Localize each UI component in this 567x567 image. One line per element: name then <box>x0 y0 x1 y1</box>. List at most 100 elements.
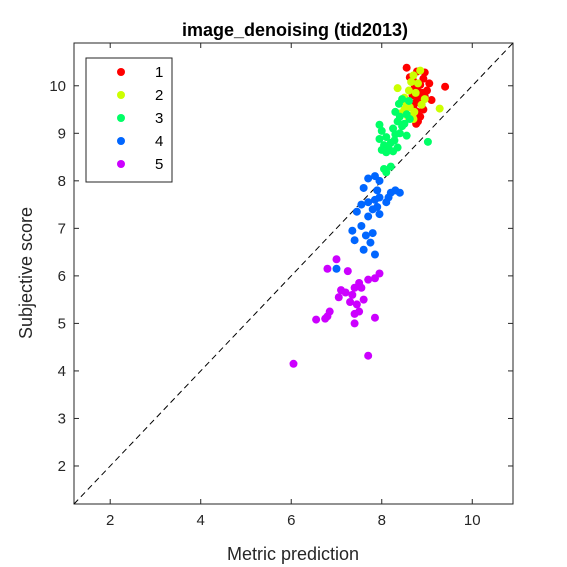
point-series-4 <box>357 221 366 230</box>
point-series-5 <box>364 351 373 360</box>
x-tick-label: 2 <box>106 512 114 529</box>
point-series-4 <box>352 207 361 216</box>
point-series-4 <box>375 210 384 219</box>
point-series-2 <box>411 88 420 97</box>
point-series-5 <box>346 298 355 307</box>
point-series-3 <box>389 147 398 156</box>
point-series-2 <box>404 86 413 95</box>
point-series-1 <box>402 63 411 72</box>
y-tick-label: 9 <box>58 125 66 142</box>
legend-marker-3 <box>117 114 125 122</box>
y-tick-label: 7 <box>58 220 66 237</box>
point-series-5 <box>359 295 368 304</box>
legend-marker-1 <box>117 68 125 76</box>
point-series-4 <box>370 250 379 259</box>
point-series-4 <box>361 231 370 240</box>
point-series-1 <box>425 79 434 88</box>
y-axis-label: Subjective score <box>16 207 36 339</box>
point-series-3 <box>377 126 386 135</box>
point-series-5 <box>370 313 379 322</box>
y-tick-label: 2 <box>58 458 66 475</box>
point-series-4 <box>364 198 373 207</box>
point-series-4 <box>368 229 377 238</box>
point-series-4 <box>350 236 359 245</box>
legend-marker-4 <box>117 137 125 145</box>
y-tick-label: 10 <box>49 78 66 95</box>
point-series-5 <box>364 275 373 284</box>
point-series-5 <box>348 290 357 299</box>
point-series-2 <box>409 71 418 80</box>
point-series-3 <box>382 133 391 142</box>
point-series-3 <box>386 162 395 171</box>
point-series-3 <box>423 137 432 146</box>
point-series-5 <box>341 288 350 297</box>
point-series-3 <box>405 115 414 124</box>
y-axis: 2 3 4 5 6 7 8 9 10 <box>49 78 513 475</box>
x-tick-label: 6 <box>287 512 295 529</box>
point-series-3 <box>382 168 391 177</box>
point-series-2 <box>393 84 402 93</box>
legend-label-3: 3 <box>155 110 163 127</box>
point-series-5 <box>357 283 366 292</box>
legend-label-5: 5 <box>155 156 163 173</box>
point-series-5 <box>352 300 361 309</box>
identity-reference-line <box>73 42 514 505</box>
point-series-4 <box>348 226 357 235</box>
point-series-3 <box>402 131 411 140</box>
point-series-5 <box>334 293 343 302</box>
point-series-1 <box>419 74 428 83</box>
point-series-3 <box>391 130 400 139</box>
point-series-4 <box>395 188 404 197</box>
x-axis-label: Metric prediction <box>227 544 359 564</box>
point-series-5 <box>370 274 379 283</box>
y-tick-label: 5 <box>58 315 66 332</box>
x-tick-label: 10 <box>464 512 481 529</box>
point-series-4 <box>332 264 341 273</box>
legend-label-1: 1 <box>155 64 163 81</box>
point-series-3 <box>404 96 413 105</box>
point-series-5 <box>312 315 321 324</box>
point-series-4 <box>368 205 377 214</box>
point-series-5 <box>289 359 298 368</box>
point-series-4 <box>364 174 373 183</box>
point-series-4 <box>357 200 366 209</box>
legend-label-4: 4 <box>155 133 163 150</box>
legend: 1 2 3 4 5 <box>85 57 173 183</box>
point-series-3 <box>375 120 384 129</box>
y-tick-label: 8 <box>58 173 66 190</box>
y-tick-label: 3 <box>58 410 66 427</box>
y-tick-label: 4 <box>58 363 66 380</box>
point-series-4 <box>359 183 368 192</box>
point-series-3 <box>382 148 391 157</box>
point-series-5 <box>323 264 332 273</box>
point-series-1 <box>441 82 450 91</box>
legend-box <box>85 57 173 183</box>
point-series-4 <box>366 238 375 247</box>
y-tick-label: 6 <box>58 268 66 285</box>
x-axis: 2 4 6 8 10 <box>106 43 481 529</box>
point-series-1 <box>427 96 436 105</box>
legend-marker-5 <box>117 160 125 168</box>
point-series-2 <box>435 104 444 113</box>
data-points <box>289 63 450 368</box>
point-series-4 <box>359 245 368 254</box>
point-series-2 <box>413 79 422 88</box>
point-series-5 <box>321 314 330 323</box>
point-series-3 <box>394 99 403 108</box>
point-series-5 <box>350 319 359 328</box>
point-series-5 <box>343 267 352 276</box>
point-series-2 <box>417 100 426 109</box>
point-series-5 <box>332 255 341 264</box>
point-series-4 <box>382 198 391 207</box>
x-tick-label: 4 <box>197 512 205 529</box>
point-series-5 <box>350 283 359 292</box>
point-series-2 <box>416 66 425 75</box>
point-series-2 <box>407 77 416 86</box>
point-series-5 <box>350 309 359 318</box>
legend-marker-2 <box>117 91 125 99</box>
point-series-3 <box>375 135 384 144</box>
point-series-3 <box>398 122 407 131</box>
point-series-4 <box>364 212 373 221</box>
point-series-4 <box>373 186 382 195</box>
